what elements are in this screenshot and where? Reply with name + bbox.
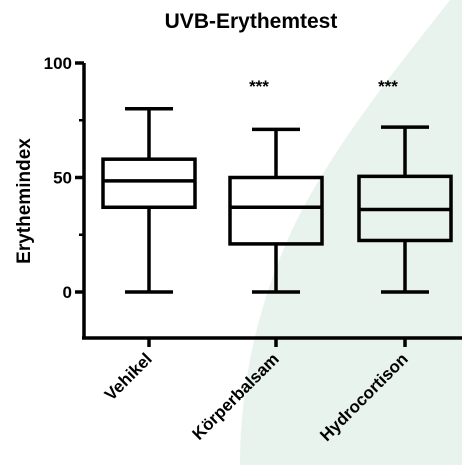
box-group: *** bbox=[230, 77, 322, 292]
significance-label: *** bbox=[378, 77, 398, 96]
box-iqr bbox=[230, 178, 322, 244]
box-group bbox=[103, 109, 195, 292]
y-tick-label: 0 bbox=[63, 283, 72, 302]
y-axis: 0 50 100 bbox=[44, 54, 84, 338]
x-category-label: Körperbalsam bbox=[189, 349, 283, 443]
chart-title: UVB-Erythemtest bbox=[165, 10, 338, 33]
y-tick-label: 50 bbox=[53, 169, 72, 188]
box-group: *** bbox=[359, 77, 451, 292]
y-axis-label: Erythemindex bbox=[14, 138, 35, 264]
boxes-group: *** *** bbox=[103, 77, 451, 292]
x-category-label: Hydrocortison bbox=[316, 349, 412, 445]
y-tick-label: 100 bbox=[44, 54, 72, 73]
box-iqr bbox=[103, 159, 195, 207]
x-axis: Vehikel Körperbalsam Hydrocortison bbox=[82, 338, 462, 445]
significance-label: *** bbox=[249, 77, 269, 96]
x-category-label: Vehikel bbox=[101, 349, 156, 404]
